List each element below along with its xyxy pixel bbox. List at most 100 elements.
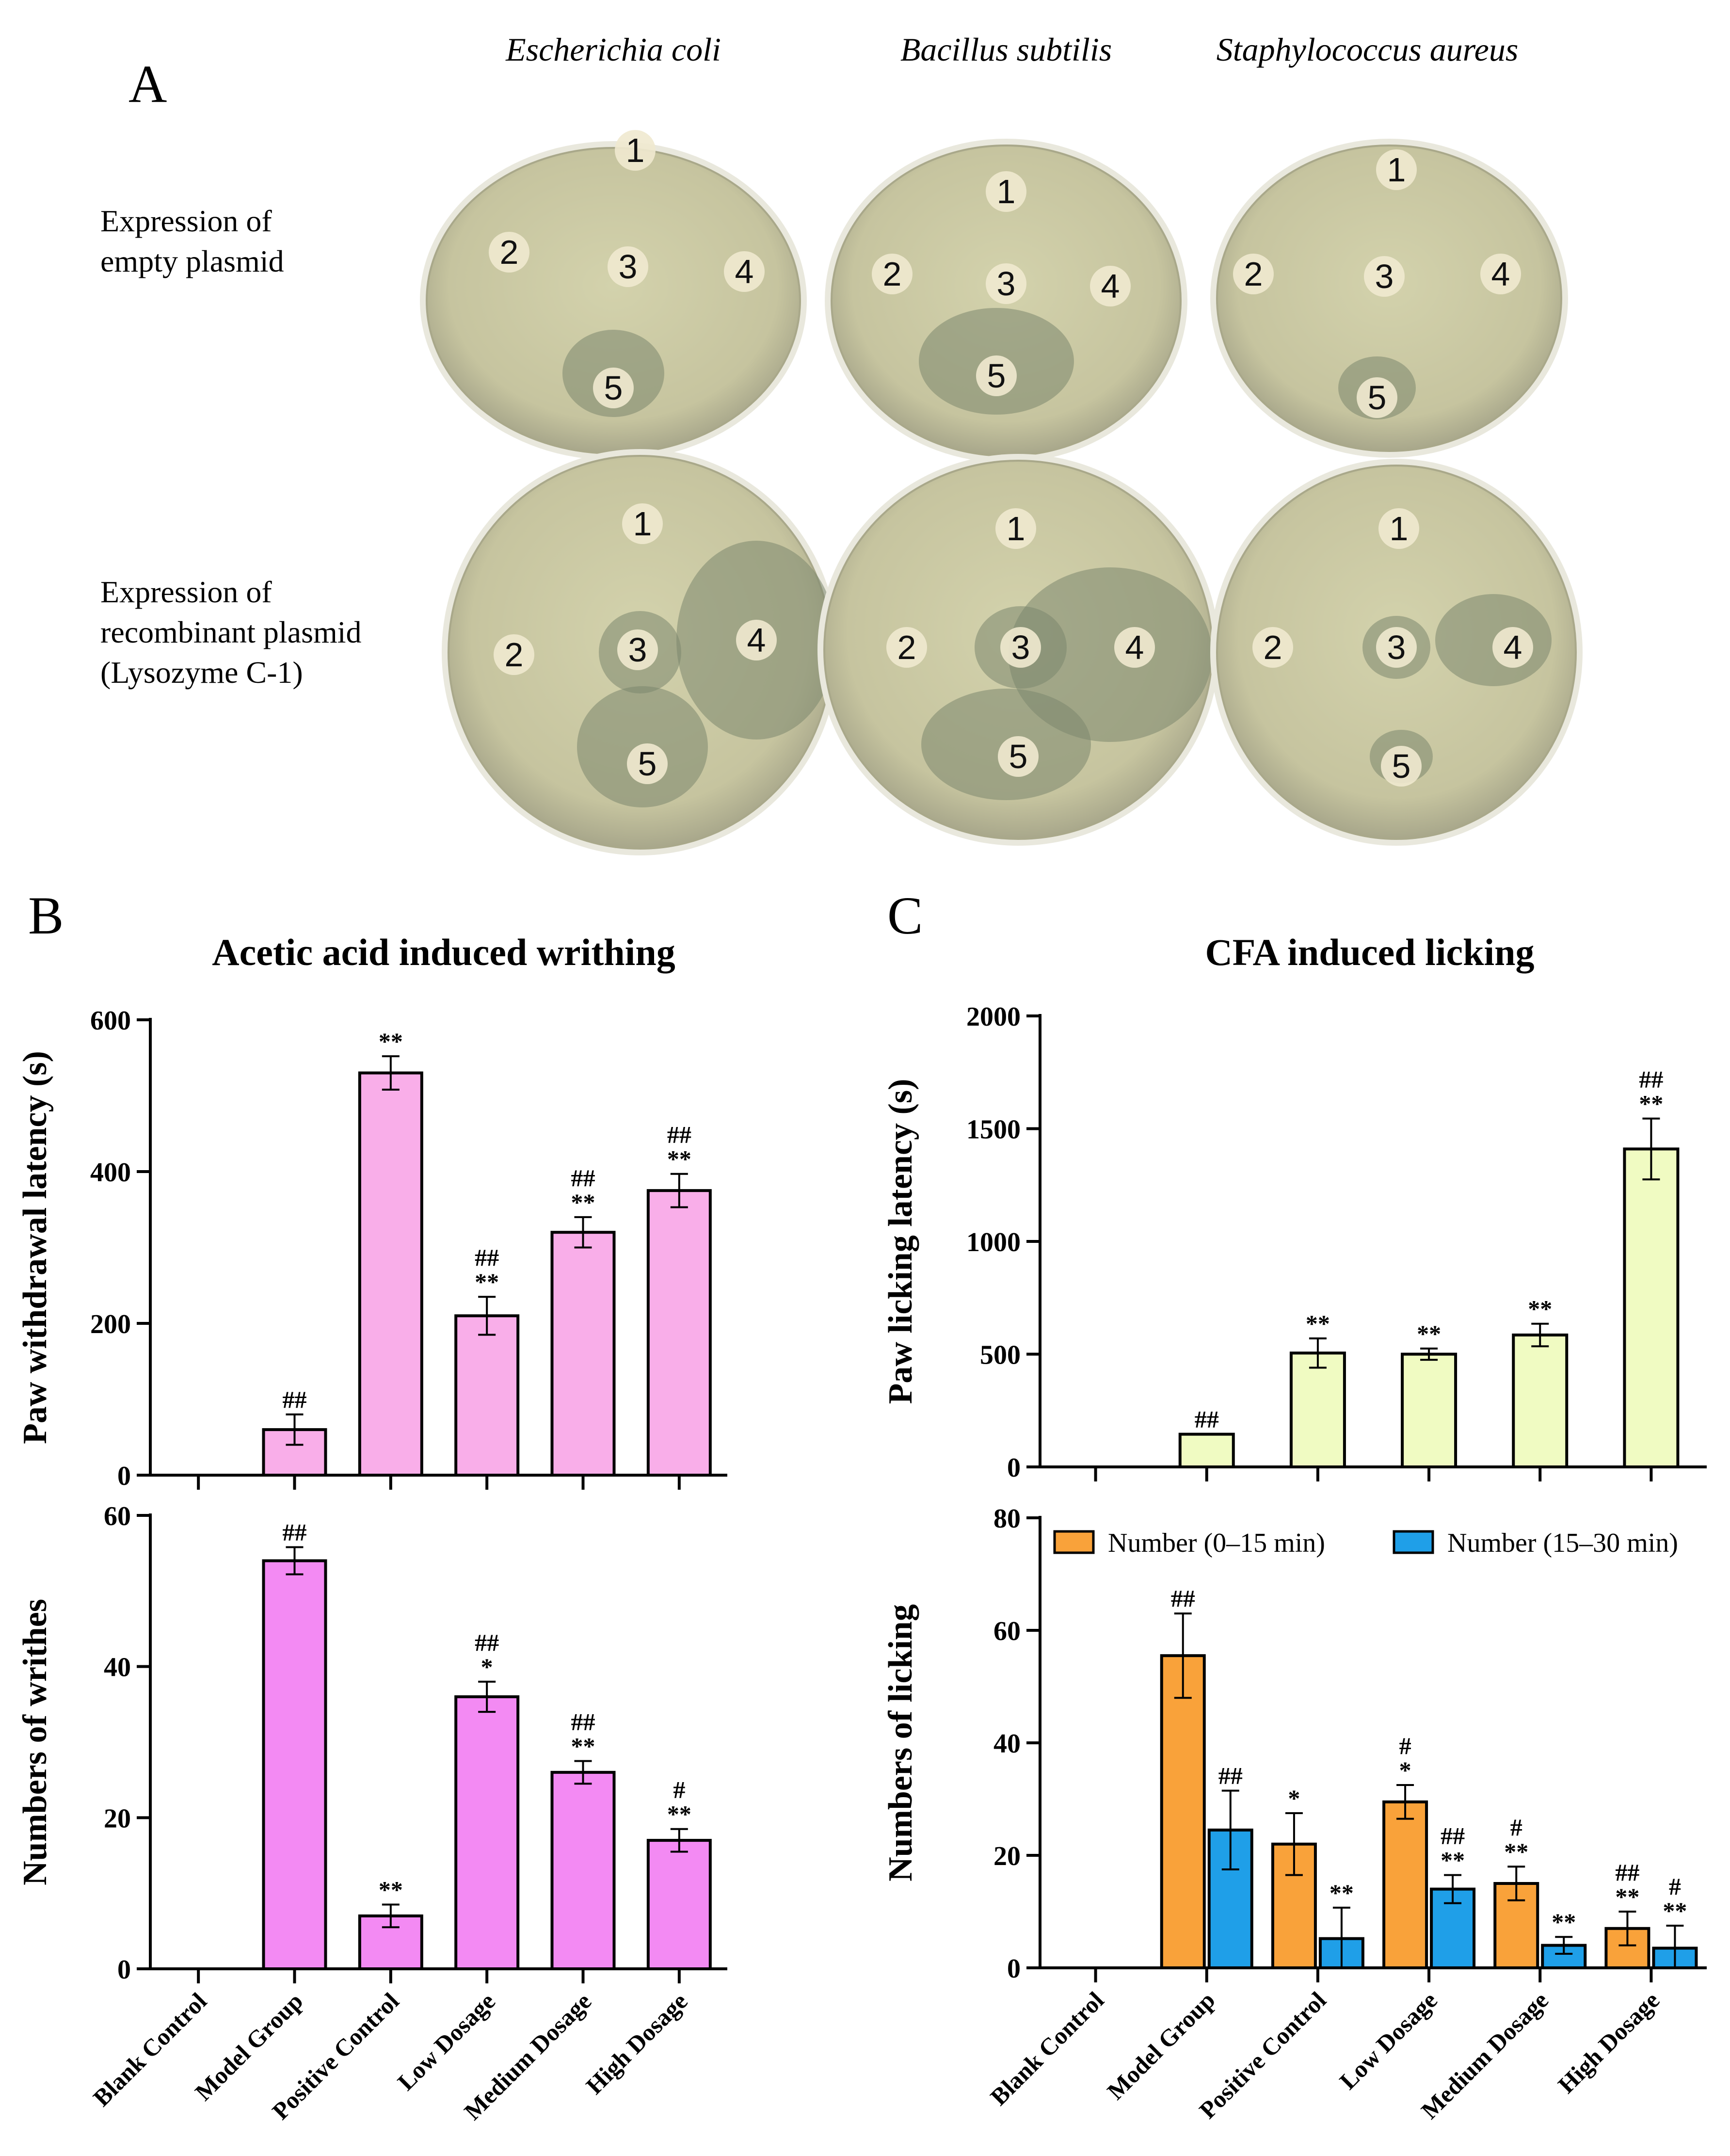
well-label: 5 xyxy=(1009,738,1028,775)
sample-well xyxy=(998,736,1039,777)
y-tick-label: 200 xyxy=(90,1309,131,1339)
bar xyxy=(1623,1147,1680,1469)
significance-label: ## xyxy=(571,1708,595,1735)
y-tick-label: 20 xyxy=(993,1841,1021,1871)
bar xyxy=(1512,1333,1569,1469)
panel-a-label: A xyxy=(128,54,167,113)
significance-label: ** xyxy=(1552,1908,1576,1935)
x-tick-label: Blank Control xyxy=(88,1987,212,2111)
x-tick-label: Model Group xyxy=(1102,1986,1220,2105)
panel-b-label: B xyxy=(28,886,64,945)
y-tick-label: 20 xyxy=(104,1803,131,1834)
well-label: 4 xyxy=(1504,628,1522,666)
well-label: 2 xyxy=(883,255,902,293)
sample-well xyxy=(489,232,529,273)
panel-b-title: Acetic acid induced writhing xyxy=(212,931,675,973)
bar xyxy=(646,1189,712,1477)
well-label: 5 xyxy=(987,357,1006,395)
y-tick-label: 0 xyxy=(117,1955,131,1985)
bar xyxy=(1401,1352,1458,1468)
significance-label: ## xyxy=(1615,1859,1639,1886)
significance-label: ** xyxy=(1417,1320,1441,1347)
significance-label: ## xyxy=(475,1629,499,1656)
well-label: 2 xyxy=(897,628,916,666)
sample-well xyxy=(995,508,1036,549)
inhibition-zone xyxy=(1435,594,1552,686)
sample-well xyxy=(736,620,777,660)
y-tick-label: 0 xyxy=(1007,1954,1021,1984)
sample-well xyxy=(1090,266,1131,306)
petri-plate: 1 2 3 4 5 xyxy=(817,454,1219,846)
bar xyxy=(550,1770,616,1970)
well-label: 3 xyxy=(1387,628,1406,666)
y-tick-label: 60 xyxy=(104,1501,131,1531)
bar xyxy=(358,1071,423,1477)
well-label: 2 xyxy=(1244,255,1263,293)
petri-plate: 1 2 3 4 5 xyxy=(1210,459,1583,846)
y-tick-label: 400 xyxy=(90,1158,131,1188)
petri-plate: 1 2 3 4 5 xyxy=(420,130,807,460)
well-label: 3 xyxy=(1375,257,1394,295)
well-label: 2 xyxy=(1264,628,1282,666)
significance-label: ** xyxy=(1330,1879,1354,1906)
significance-label: * xyxy=(1288,1785,1300,1812)
petri-plate: 1 2 3 4 5 xyxy=(1210,139,1568,458)
organism-label-ecoli: Escherichia coli xyxy=(505,31,721,68)
petri-plate: 1 2 3 4 5 xyxy=(825,139,1187,463)
bar xyxy=(454,1695,520,1970)
sample-well xyxy=(1364,256,1405,297)
significance-label: ** xyxy=(1663,1897,1687,1924)
y-tick-label: 40 xyxy=(993,1729,1021,1759)
well-label: 1 xyxy=(626,131,645,169)
well-label: 3 xyxy=(997,265,1016,303)
y-tick-label: 2000 xyxy=(966,1002,1021,1032)
sample-well xyxy=(608,246,648,287)
sample-well xyxy=(494,634,534,675)
significance-label: ## xyxy=(1171,1585,1195,1612)
sample-well xyxy=(1376,149,1417,190)
well-label: 5 xyxy=(1392,747,1411,785)
sample-well xyxy=(1252,627,1293,668)
well-label: 1 xyxy=(633,505,652,543)
significance-label: ** xyxy=(1504,1838,1528,1865)
x-tick-label: Low Dosage xyxy=(392,1987,500,2095)
row-label-empty-line2: empty plasmid xyxy=(100,244,284,278)
well-label: 2 xyxy=(500,233,519,271)
significance-label: ** xyxy=(571,1732,595,1759)
inhibition-zone xyxy=(1009,567,1212,742)
bar xyxy=(262,1559,327,1970)
organism-label-saureus: Staphylococcus aureus xyxy=(1217,31,1519,68)
petri-plate: 1 2 3 4 5 xyxy=(442,449,838,855)
bar xyxy=(550,1231,616,1477)
sample-well xyxy=(1378,508,1419,549)
organism-label-bsubtilis: Bacillus subtilis xyxy=(900,31,1112,68)
y-tick-label: 80 xyxy=(993,1504,1021,1534)
sample-well xyxy=(617,629,658,670)
significance-label: ## xyxy=(475,1244,499,1271)
well-label: 3 xyxy=(628,631,647,669)
sample-well xyxy=(593,368,634,408)
significance-label: ## xyxy=(283,1518,307,1545)
y-axis-label: Numbers of licking xyxy=(882,1604,919,1882)
significance-label: ** xyxy=(475,1268,499,1295)
y-tick-label: 600 xyxy=(90,1006,131,1036)
sample-well xyxy=(976,355,1017,396)
significance-label: # xyxy=(673,1776,685,1803)
row-label-recomb-line2: recombinant plasmid xyxy=(100,615,362,649)
well-label: 4 xyxy=(747,621,766,659)
well-label: 4 xyxy=(1491,255,1510,293)
panel-c-title: CFA induced licking xyxy=(1205,931,1534,973)
significance-label: * xyxy=(481,1653,493,1680)
sample-well xyxy=(615,130,656,171)
y-tick-label: 0 xyxy=(117,1461,131,1491)
sample-well xyxy=(1233,254,1274,294)
well-label: 1 xyxy=(1387,151,1406,189)
y-axis-label: Numbers of writhes xyxy=(16,1599,54,1885)
significance-label: ** xyxy=(1528,1295,1552,1322)
y-axis-label: Paw licking latency (s) xyxy=(882,1079,919,1404)
significance-label: ## xyxy=(1639,1066,1663,1093)
